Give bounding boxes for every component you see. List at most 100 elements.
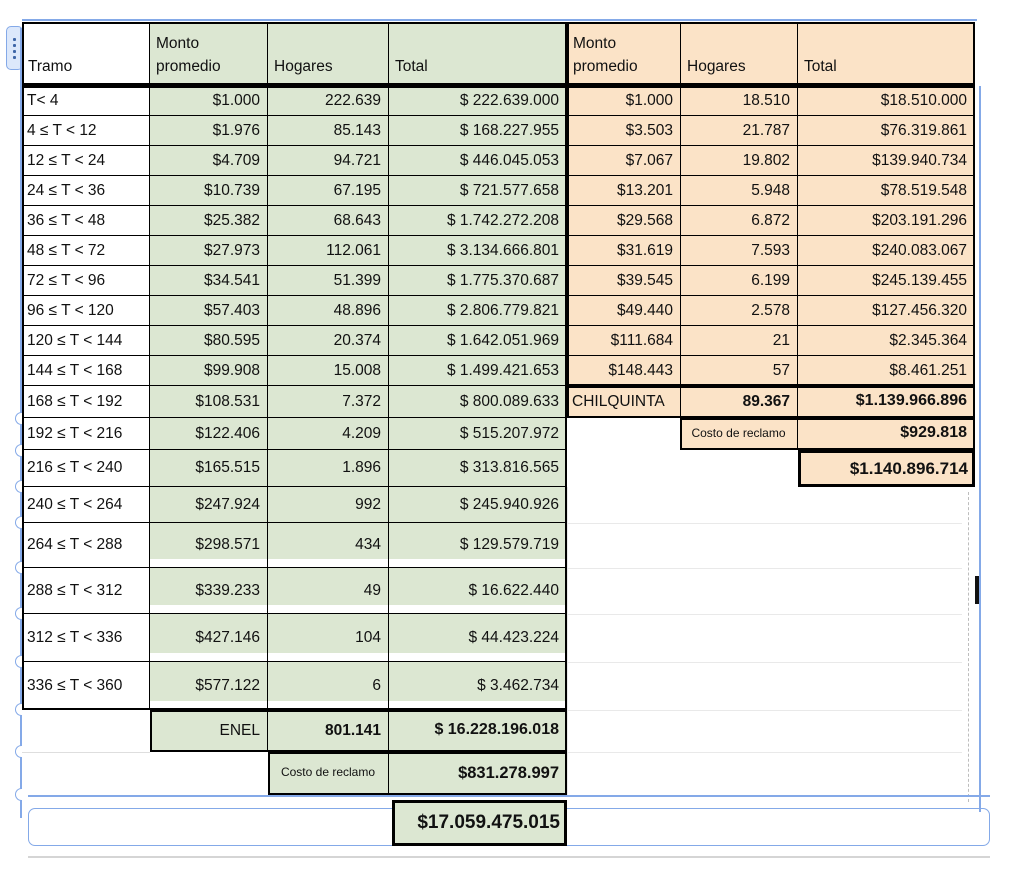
cell-monto-left-row7[interactable]: $34.541: [150, 266, 268, 296]
cell-monto-right-row9[interactable]: $111.684: [567, 326, 681, 356]
grand-total-right[interactable]: $1.140.896.714: [798, 450, 975, 487]
cell-total-right-row10[interactable]: $8.461.251: [798, 356, 975, 386]
header-total-left[interactable]: Total: [389, 22, 567, 86]
cell-total-left-row7[interactable]: $ 1.775.370.687: [389, 266, 567, 296]
cell-hogares-right-row8[interactable]: 2.578: [681, 296, 798, 326]
cell-hogares-left-row16[interactable]: 49: [268, 568, 389, 614]
cell-hogares-left-row14[interactable]: 992: [268, 487, 389, 523]
cell-total-left-row10[interactable]: $ 1.499.421.653: [389, 356, 567, 386]
cell-total-left-row18[interactable]: $ 3.462.734: [389, 662, 567, 710]
cell-monto-right-row8[interactable]: $49.440: [567, 296, 681, 326]
cell-total-right-row4[interactable]: $78.519.548: [798, 176, 975, 206]
cell-total-left-row9[interactable]: $ 1.642.051.969: [389, 326, 567, 356]
cell-monto-left-row18[interactable]: $577.122: [150, 662, 268, 710]
header-hogares-right[interactable]: Hogares: [681, 22, 798, 86]
selection-resize-dash[interactable]: [975, 576, 979, 604]
cell-monto-left-row14[interactable]: $247.924: [150, 487, 268, 523]
cell-monto-right-row3[interactable]: $7.067: [567, 146, 681, 176]
cell-total-right-row1[interactable]: $18.510.000: [798, 86, 975, 116]
cell-total-right-row2[interactable]: $76.319.861: [798, 116, 975, 146]
chilquinta-label-cell[interactable]: CHILQUINTA: [567, 386, 681, 418]
cell-hogares-right-row5[interactable]: 6.872: [681, 206, 798, 236]
cell-hogares-left-row13[interactable]: 1.896: [268, 450, 389, 487]
cell-monto-left-row16[interactable]: $339.233: [150, 568, 268, 614]
cell-monto-left-row11[interactable]: $108.531: [150, 386, 268, 418]
cell-hogares-left-row9[interactable]: 20.374: [268, 326, 389, 356]
cell-monto-left-row10[interactable]: $99.908: [150, 356, 268, 386]
cell-tramo-row11[interactable]: 168 ≤ T < 192: [22, 386, 150, 418]
cell-hogares-right-row3[interactable]: 19.802: [681, 146, 798, 176]
cell-hogares-left-row5[interactable]: 68.643: [268, 206, 389, 236]
cell-hogares-right-row6[interactable]: 7.593: [681, 236, 798, 266]
cell-total-left-row4[interactable]: $ 721.577.658: [389, 176, 567, 206]
header-total-right[interactable]: Total: [798, 22, 975, 86]
costo-reclamo-label-right[interactable]: Costo de reclamo: [680, 418, 798, 450]
cell-total-left-row13[interactable]: $ 313.816.565: [389, 450, 567, 487]
costo-reclamo-total-right[interactable]: $929.818: [798, 418, 975, 450]
cell-monto-left-row5[interactable]: $25.382: [150, 206, 268, 236]
cell-monto-left-row2[interactable]: $1.976: [150, 116, 268, 146]
cell-monto-right-row6[interactable]: $31.619: [567, 236, 681, 266]
cell-hogares-left-row4[interactable]: 67.195: [268, 176, 389, 206]
cell-hogares-right-row9[interactable]: 21: [681, 326, 798, 356]
cell-monto-right-row1[interactable]: $1.000: [567, 86, 681, 116]
enel-label-cell[interactable]: ENEL: [150, 710, 268, 752]
cell-tramo-row9[interactable]: 120 ≤ T < 144: [22, 326, 150, 356]
header-hogares-left[interactable]: Hogares: [268, 22, 389, 86]
cell-tramo-row12[interactable]: 192 ≤ T < 216: [22, 418, 150, 450]
cell-hogares-left-row10[interactable]: 15.008: [268, 356, 389, 386]
cell-tramo-row6[interactable]: 48 ≤ T < 72: [22, 236, 150, 266]
costo-reclamo-total-left[interactable]: $831.278.997: [389, 752, 567, 795]
cell-hogares-left-row6[interactable]: 112.061: [268, 236, 389, 266]
cell-hogares-right-row10[interactable]: 57: [681, 356, 798, 386]
costo-reclamo-label-left[interactable]: Costo de reclamo: [268, 752, 389, 795]
cell-monto-left-row6[interactable]: $27.973: [150, 236, 268, 266]
cell-monto-left-row15[interactable]: $298.571: [150, 523, 268, 568]
grand-total-left[interactable]: $17.059.475.015: [392, 800, 567, 846]
cell-monto-left-row3[interactable]: $4.709: [150, 146, 268, 176]
enel-hogares-cell[interactable]: 801.141: [268, 710, 389, 752]
cell-total-right-row5[interactable]: $203.191.296: [798, 206, 975, 236]
header-tramo[interactable]: Tramo: [22, 22, 150, 86]
cell-tramo-row16[interactable]: 288 ≤ T < 312: [22, 568, 150, 614]
chilquinta-hogares-cell[interactable]: 89.367: [681, 386, 798, 418]
cell-monto-left-row17[interactable]: $427.146: [150, 614, 268, 662]
cell-monto-right-row2[interactable]: $3.503: [567, 116, 681, 146]
cell-total-right-row9[interactable]: $2.345.364: [798, 326, 975, 356]
cell-hogares-left-row15[interactable]: 434: [268, 523, 389, 568]
cell-hogares-left-row7[interactable]: 51.399: [268, 266, 389, 296]
cell-tramo-row17[interactable]: 312 ≤ T < 336: [22, 614, 150, 662]
cell-hogares-right-row4[interactable]: 5.948: [681, 176, 798, 206]
cell-total-left-row3[interactable]: $ 446.045.053: [389, 146, 567, 176]
cell-total-left-row5[interactable]: $ 1.742.272.208: [389, 206, 567, 236]
cell-hogares-left-row2[interactable]: 85.143: [268, 116, 389, 146]
cell-hogares-left-row8[interactable]: 48.896: [268, 296, 389, 326]
cell-total-left-row11[interactable]: $ 800.089.633: [389, 386, 567, 418]
cell-monto-left-row9[interactable]: $80.595: [150, 326, 268, 356]
cell-hogares-left-row1[interactable]: 222.639: [268, 86, 389, 116]
cell-tramo-row7[interactable]: 72 ≤ T < 96: [22, 266, 150, 296]
cell-total-left-row17[interactable]: $ 44.423.224: [389, 614, 567, 662]
cell-total-left-row12[interactable]: $ 515.207.972: [389, 418, 567, 450]
cell-tramo-row2[interactable]: 4 ≤ T < 12: [22, 116, 150, 146]
cell-tramo-row15[interactable]: 264 ≤ T < 288: [22, 523, 150, 568]
cell-tramo-row10[interactable]: 144 ≤ T < 168: [22, 356, 150, 386]
cell-tramo-row8[interactable]: 96 ≤ T < 120: [22, 296, 150, 326]
cell-hogares-right-row7[interactable]: 6.199: [681, 266, 798, 296]
cell-monto-right-row10[interactable]: $148.443: [567, 356, 681, 386]
cell-monto-left-row13[interactable]: $165.515: [150, 450, 268, 487]
cell-hogares-left-row11[interactable]: 7.372: [268, 386, 389, 418]
cell-hogares-right-row2[interactable]: 21.787: [681, 116, 798, 146]
cell-tramo-row4[interactable]: 24 ≤ T < 36: [22, 176, 150, 206]
cell-hogares-right-row1[interactable]: 18.510: [681, 86, 798, 116]
cell-total-right-row6[interactable]: $240.083.067: [798, 236, 975, 266]
cell-total-left-row8[interactable]: $ 2.806.779.821: [389, 296, 567, 326]
cell-tramo-row5[interactable]: 36 ≤ T < 48: [22, 206, 150, 236]
cell-hogares-left-row17[interactable]: 104: [268, 614, 389, 662]
enel-total-cell[interactable]: $ 16.228.196.018: [389, 710, 567, 752]
cell-tramo-row1[interactable]: T< 4: [22, 86, 150, 116]
cell-monto-left-row1[interactable]: $1.000: [150, 86, 268, 116]
cell-monto-left-row4[interactable]: $10.739: [150, 176, 268, 206]
cell-monto-right-row7[interactable]: $39.545: [567, 266, 681, 296]
cell-total-left-row2[interactable]: $ 168.227.955: [389, 116, 567, 146]
